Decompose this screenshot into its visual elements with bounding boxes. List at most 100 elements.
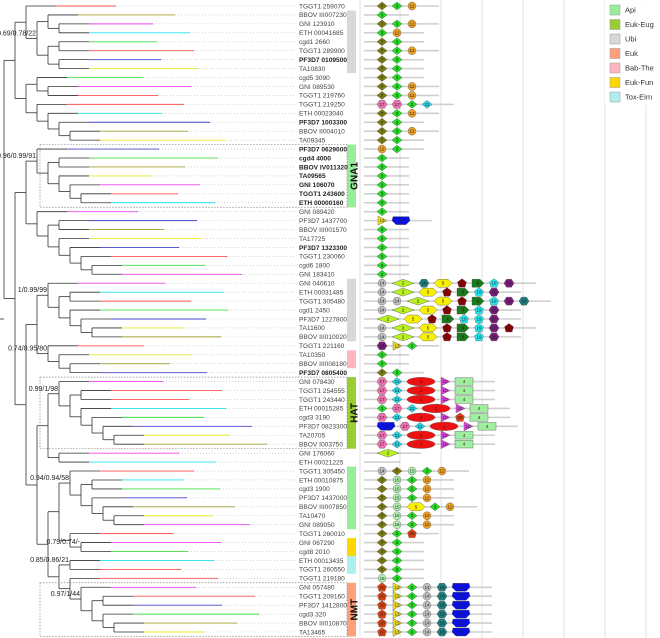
domain-number: 13: [394, 621, 400, 626]
taxon-label: TGGT1 305450: [299, 468, 345, 475]
support-value: 0.97/1/44: [51, 591, 80, 598]
domain-2-widediamond: [391, 332, 415, 342]
domain-number: 14: [424, 630, 430, 635]
domain-number: 18: [439, 630, 445, 635]
domain-9-widepentagon: [451, 592, 471, 601]
domain-3-diamond: [376, 180, 388, 190]
domain-17-hexagon: [391, 404, 403, 413]
domain-number: 14: [424, 585, 430, 590]
domain-14-circle: [377, 466, 387, 476]
domain-number: 20: [457, 415, 463, 420]
support-value: 1/0.99/99: [18, 287, 47, 294]
domain-number: 7: [381, 48, 384, 53]
domain-number: 7: [381, 129, 384, 134]
protein-architecture: 3: [364, 270, 409, 279]
domain-number: 3: [411, 603, 414, 608]
taxon-label: PF3D7 1437000: [299, 495, 347, 502]
domain-number: 7: [381, 567, 384, 572]
domain-2-widediamond: [391, 279, 415, 288]
domain-5-widehex: [418, 305, 438, 315]
domain-7-diamond: [376, 55, 388, 64]
domain-number: 9: [460, 630, 463, 635]
taxon-label: TGGT1 305480: [299, 298, 345, 305]
domain-number: 12: [424, 495, 430, 500]
domain-5-widehex: [403, 314, 423, 324]
domain-number: 15: [394, 504, 400, 509]
domain-16-hexagon: [488, 287, 500, 297]
domain-18-hexagon: [518, 296, 530, 306]
domain-number: 11: [395, 442, 400, 447]
domain-3-diamond: [391, 91, 403, 100]
domain-8-pentagon: [442, 305, 452, 315]
domain-number: 4: [478, 406, 481, 411]
domain-13-triangle: [392, 582, 403, 593]
taxon-label: TA10350: [299, 352, 326, 359]
domain-7-diamond: [376, 484, 388, 494]
domain-number: 5: [427, 290, 430, 295]
domain-18-hexagon: [418, 279, 430, 288]
domain-number: 20: [379, 621, 385, 626]
taxon-label: GNI 089530: [299, 84, 335, 91]
domain-number: 3: [411, 495, 414, 500]
domain-number: 18: [439, 594, 445, 599]
domain-number: 6: [462, 308, 465, 313]
domain-number: 5: [412, 317, 415, 322]
domain-number: 20: [379, 585, 385, 590]
domain-number: 10: [442, 379, 448, 384]
domain-14-circle: [377, 279, 387, 288]
domain-14-circle: [377, 287, 387, 297]
domain-3-diamond: [376, 198, 388, 207]
domain-number: 12: [439, 469, 445, 474]
domain-number: 16: [506, 281, 512, 286]
domain-number: 7: [381, 522, 384, 527]
domain-12-circle: [422, 520, 432, 529]
domain-number: 12: [409, 21, 415, 26]
domain-11-diamond: [421, 100, 433, 109]
domain-number: 3: [396, 549, 399, 554]
domain-number: 16: [506, 299, 512, 304]
domain-1-ellipse: [406, 439, 436, 449]
taxon-label: GNI 106070: [299, 182, 335, 189]
domain-number: 14: [379, 334, 385, 339]
domain-number: 12: [409, 84, 415, 89]
domain-17-hexagon: [376, 413, 388, 422]
domain-number: 17: [402, 424, 408, 429]
domain-3-diamond: [376, 207, 388, 216]
domain-4-rect: [469, 404, 489, 413]
taxon-label: cgd8 2010: [299, 549, 330, 556]
taxon-label: GNI 089420: [299, 209, 335, 216]
taxon-label: TA09565: [299, 173, 326, 180]
domain-number: 2: [402, 290, 405, 295]
domain-3-diamond: [391, 109, 403, 118]
domain-number: 7: [381, 138, 384, 143]
domain-14-circle: [422, 618, 432, 628]
domain-number: 1: [420, 415, 423, 420]
domain-number: 3: [411, 630, 414, 635]
taxon-label: ETH 00015285: [299, 406, 344, 413]
domain-14-circle: [392, 296, 402, 306]
domain-7-diamond: [376, 91, 388, 100]
legend-label: Api: [625, 6, 636, 15]
protein-architecture: 14 2 5 8 6 19 16: [364, 305, 521, 315]
protein-architecture: 3: [364, 234, 409, 243]
protein-architecture: 3: [364, 225, 409, 234]
domain-number: 15: [394, 486, 400, 491]
domain-3-diamond: [406, 341, 418, 351]
domain-number: 12: [409, 93, 415, 98]
domain-13-triangle: [392, 591, 403, 602]
domain-number: 1: [420, 379, 423, 384]
domain-20-pentagon: [377, 609, 387, 619]
taxon-label: TGGT1 219760: [299, 93, 345, 100]
domain-number: 11: [395, 388, 400, 393]
legend-label: Ubi: [625, 35, 637, 44]
domain-number: 3: [381, 406, 384, 411]
domain-number: 3: [411, 343, 414, 348]
support-value: 0.79/0.74/-: [47, 539, 81, 546]
domain-12-circle: [422, 484, 432, 494]
domain-12-circle: [407, 126, 417, 136]
domain-7-diamond: [376, 547, 388, 556]
domain-number: 15: [394, 477, 400, 482]
taxon-label: BBOV III001570: [299, 227, 347, 234]
domain-number: 3: [396, 147, 399, 152]
